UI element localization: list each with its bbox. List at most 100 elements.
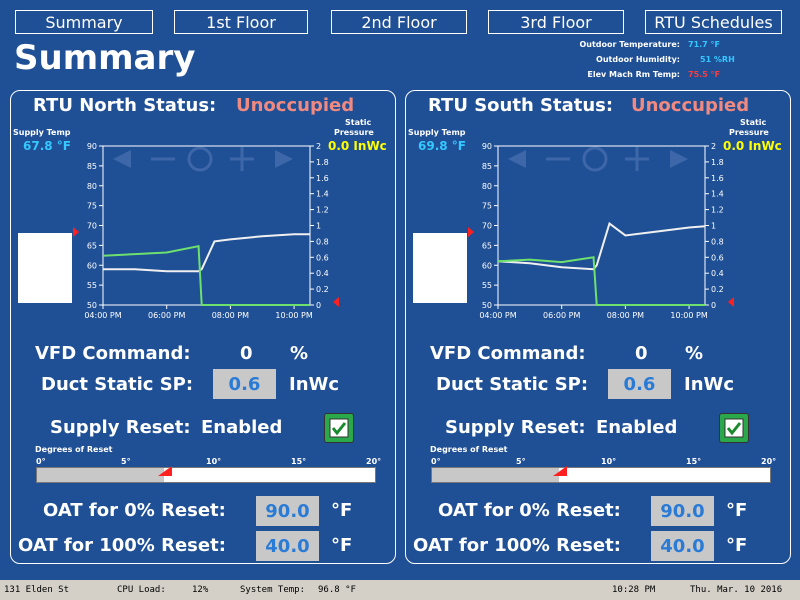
supply-temp-marker-icon <box>73 227 79 237</box>
static-pressure-label-2: Pressure <box>334 128 374 137</box>
oat-0-reset-input[interactable]: 90.0 <box>256 496 319 526</box>
zoom-reset-icon <box>187 146 213 172</box>
time-axis-label: 10:00 PM <box>275 311 312 320</box>
nav-3rd-floor[interactable]: 3rd Floor <box>488 10 624 34</box>
elev-temp-label: Elev Mach Rm Temp: <box>587 70 680 79</box>
status-address: 131 Elden St <box>4 585 70 595</box>
supply-reset-state: Enabled <box>201 417 283 438</box>
left-axis-label: 65 <box>87 241 97 250</box>
right-axis-label: 0.8 <box>711 237 724 246</box>
oat-0-reset-input[interactable]: 90.0 <box>651 496 714 526</box>
pan-right-icon <box>275 150 293 168</box>
right-axis-label: 1 <box>711 222 716 231</box>
degrees-of-reset-slider[interactable] <box>431 466 771 483</box>
status-time: 10:28 PM <box>612 585 656 595</box>
left-axis-label: 70 <box>482 222 492 231</box>
right-axis-label: 0.4 <box>316 269 329 278</box>
nav-1st-floor[interactable]: 1st Floor <box>174 10 308 34</box>
degree-scale-tick: 20° <box>366 457 382 466</box>
occupancy-status: Unoccupied <box>236 95 355 116</box>
slider-handle-icon[interactable] <box>157 466 172 476</box>
degree-scale-tick: 10° <box>601 457 617 466</box>
time-axis-label: 06:00 PM <box>148 311 185 320</box>
supply-temp-swatch <box>413 233 467 303</box>
right-axis-label: 0 <box>316 301 321 310</box>
left-axis-label: 50 <box>87 301 97 310</box>
oat-0-reset-unit: °F <box>726 500 748 521</box>
right-axis-label: 1.4 <box>316 190 329 199</box>
right-axis-label: 0.2 <box>711 285 724 294</box>
degree-scale-tick: 0° <box>36 457 46 466</box>
time-axis-label: 06:00 PM <box>543 311 580 320</box>
oat-100-reset-input[interactable]: 40.0 <box>256 531 319 561</box>
zoom-in-icon <box>625 147 649 171</box>
supply-reset-label: Supply Reset: <box>50 417 191 438</box>
checkmark-icon <box>724 418 744 438</box>
supply-reset-checkbox[interactable] <box>719 413 749 443</box>
checkmark-icon <box>329 418 349 438</box>
status-cpu-value: 12% <box>192 585 209 595</box>
degrees-of-reset-slider[interactable] <box>36 466 376 483</box>
status-systemp-value: 96.8 °F <box>318 585 356 595</box>
duct-static-sp-input[interactable]: 0.6 <box>608 369 671 399</box>
right-axis-label: 0.8 <box>316 237 329 246</box>
right-axis-label: 1.6 <box>316 174 329 183</box>
oat-100-reset-label: OAT for 100% Reset: <box>18 535 226 556</box>
plot-area <box>497 145 706 306</box>
degrees-of-reset-label: Degrees of Reset <box>35 445 113 454</box>
vfd-command-value: 0 <box>635 343 648 364</box>
right-axis-label: 0.4 <box>711 269 724 278</box>
static-pressure-marker-icon <box>728 297 734 307</box>
elev-temp-value: 75.5 °F <box>688 70 720 79</box>
rtu-title: RTU North Status: <box>33 95 217 116</box>
oat-0-reset-label: OAT for 0% Reset: <box>43 500 226 521</box>
degree-scale-tick: 5° <box>121 457 131 466</box>
time-axis-label: 08:00 PM <box>607 311 644 320</box>
oat-100-reset-input[interactable]: 40.0 <box>651 531 714 561</box>
left-axis-label: 50 <box>482 301 492 310</box>
right-axis-label: 1.4 <box>711 190 724 199</box>
left-axis-label: 60 <box>482 261 492 270</box>
static-pressure-value: 0.0 InWc <box>723 139 782 153</box>
left-axis-label: 85 <box>87 162 97 171</box>
series-line-static-pressure <box>102 244 310 306</box>
degree-scale-tick: 0° <box>431 457 441 466</box>
duct-static-sp-label: Duct Static SP: <box>41 374 194 395</box>
nav-rtu-schedules[interactable]: RTU Schedules <box>645 10 782 34</box>
supply-reset-checkbox[interactable] <box>324 413 354 443</box>
outdoor-temp-label: Outdoor Temperature: <box>579 40 680 49</box>
vfd-command-unit: % <box>685 343 704 364</box>
left-axis-label: 85 <box>482 162 492 171</box>
outdoor-temp-value: 71.7 °F <box>688 40 720 49</box>
right-axis-label: 1.8 <box>711 158 724 167</box>
status-bar: 131 Elden St CPU Load: 12% System Temp: … <box>0 580 800 600</box>
weather-readout: Outdoor Temperature: 71.7 °F Outdoor Humi… <box>560 40 760 85</box>
nav-summary[interactable]: Summary <box>15 10 153 34</box>
right-axis-label: 1.6 <box>711 174 724 183</box>
slider-handle-icon[interactable] <box>552 466 567 476</box>
trend-chart: 90 85 80 75 70 65 60 55 50 2 1.8 1.6 1.4 1.2 1 0.8 0.6 0.… <box>468 142 734 320</box>
degree-scale-tick: 5° <box>516 457 526 466</box>
left-axis-label: 55 <box>482 281 492 290</box>
time-axis-label: 04:00 PM <box>84 311 121 320</box>
oat-0-reset-label: OAT for 0% Reset: <box>438 500 621 521</box>
degrees-of-reset-label: Degrees of Reset <box>430 445 508 454</box>
zoom-reset-icon <box>582 146 608 172</box>
trend-chart: 90 85 80 75 70 65 60 55 50 2 1.8 1.6 1.4 1.2 1 0.8 0.6 0.… <box>73 142 339 320</box>
left-axis-label: 75 <box>482 202 492 211</box>
duct-static-sp-unit: InWc <box>684 374 735 395</box>
degree-scale-tick: 15° <box>686 457 702 466</box>
static-pressure-label-2: Pressure <box>729 128 769 137</box>
status-date: Thu. Mar. 10 2016 <box>690 585 783 595</box>
nav-2nd-floor[interactable]: 2nd Floor <box>331 10 467 34</box>
static-pressure-marker-icon <box>333 297 339 307</box>
supply-temp-label: Supply Temp <box>408 128 466 137</box>
duct-static-sp-input[interactable]: 0.6 <box>213 369 276 399</box>
degree-scale-tick: 10° <box>206 457 222 466</box>
time-axis-label: 04:00 PM <box>479 311 516 320</box>
rtu-title: RTU South Status: <box>428 95 614 116</box>
left-axis-label: 65 <box>482 241 492 250</box>
degree-scale-tick: 20° <box>761 457 777 466</box>
left-axis-label: 55 <box>87 281 97 290</box>
time-axis-label: 08:00 PM <box>212 311 249 320</box>
